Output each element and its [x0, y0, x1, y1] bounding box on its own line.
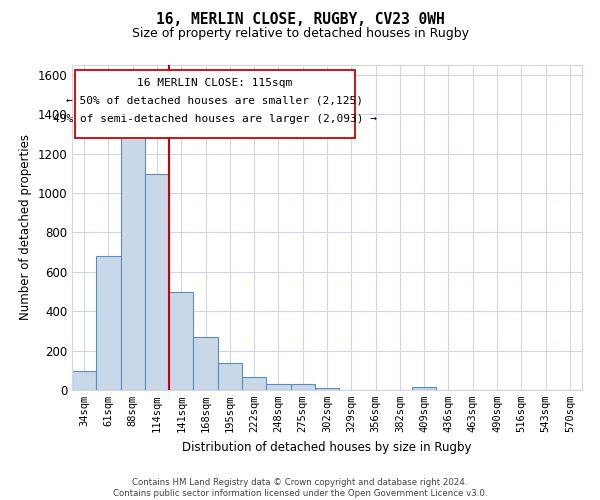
Text: 49% of semi-detached houses are larger (2,093) →: 49% of semi-detached houses are larger (… — [53, 114, 377, 124]
Text: 16, MERLIN CLOSE, RUGBY, CV23 0WH: 16, MERLIN CLOSE, RUGBY, CV23 0WH — [155, 12, 445, 28]
X-axis label: Distribution of detached houses by size in Rugby: Distribution of detached houses by size … — [182, 440, 472, 454]
FancyBboxPatch shape — [74, 70, 355, 138]
Text: 16 MERLIN CLOSE: 115sqm: 16 MERLIN CLOSE: 115sqm — [137, 78, 292, 88]
Bar — [266, 384, 290, 390]
Bar — [193, 337, 218, 390]
Bar — [96, 256, 121, 390]
Bar — [242, 377, 266, 390]
Bar — [290, 384, 315, 390]
Text: Size of property relative to detached houses in Rugby: Size of property relative to detached ho… — [131, 28, 469, 40]
Bar — [412, 387, 436, 390]
Bar — [315, 388, 339, 390]
Bar — [72, 372, 96, 390]
Bar — [169, 292, 193, 390]
Bar — [218, 364, 242, 390]
Y-axis label: Number of detached properties: Number of detached properties — [19, 134, 32, 320]
Bar — [145, 174, 169, 390]
Bar — [121, 124, 145, 390]
Text: Contains HM Land Registry data © Crown copyright and database right 2024.
Contai: Contains HM Land Registry data © Crown c… — [113, 478, 487, 498]
Text: ← 50% of detached houses are smaller (2,125): ← 50% of detached houses are smaller (2,… — [67, 96, 364, 106]
